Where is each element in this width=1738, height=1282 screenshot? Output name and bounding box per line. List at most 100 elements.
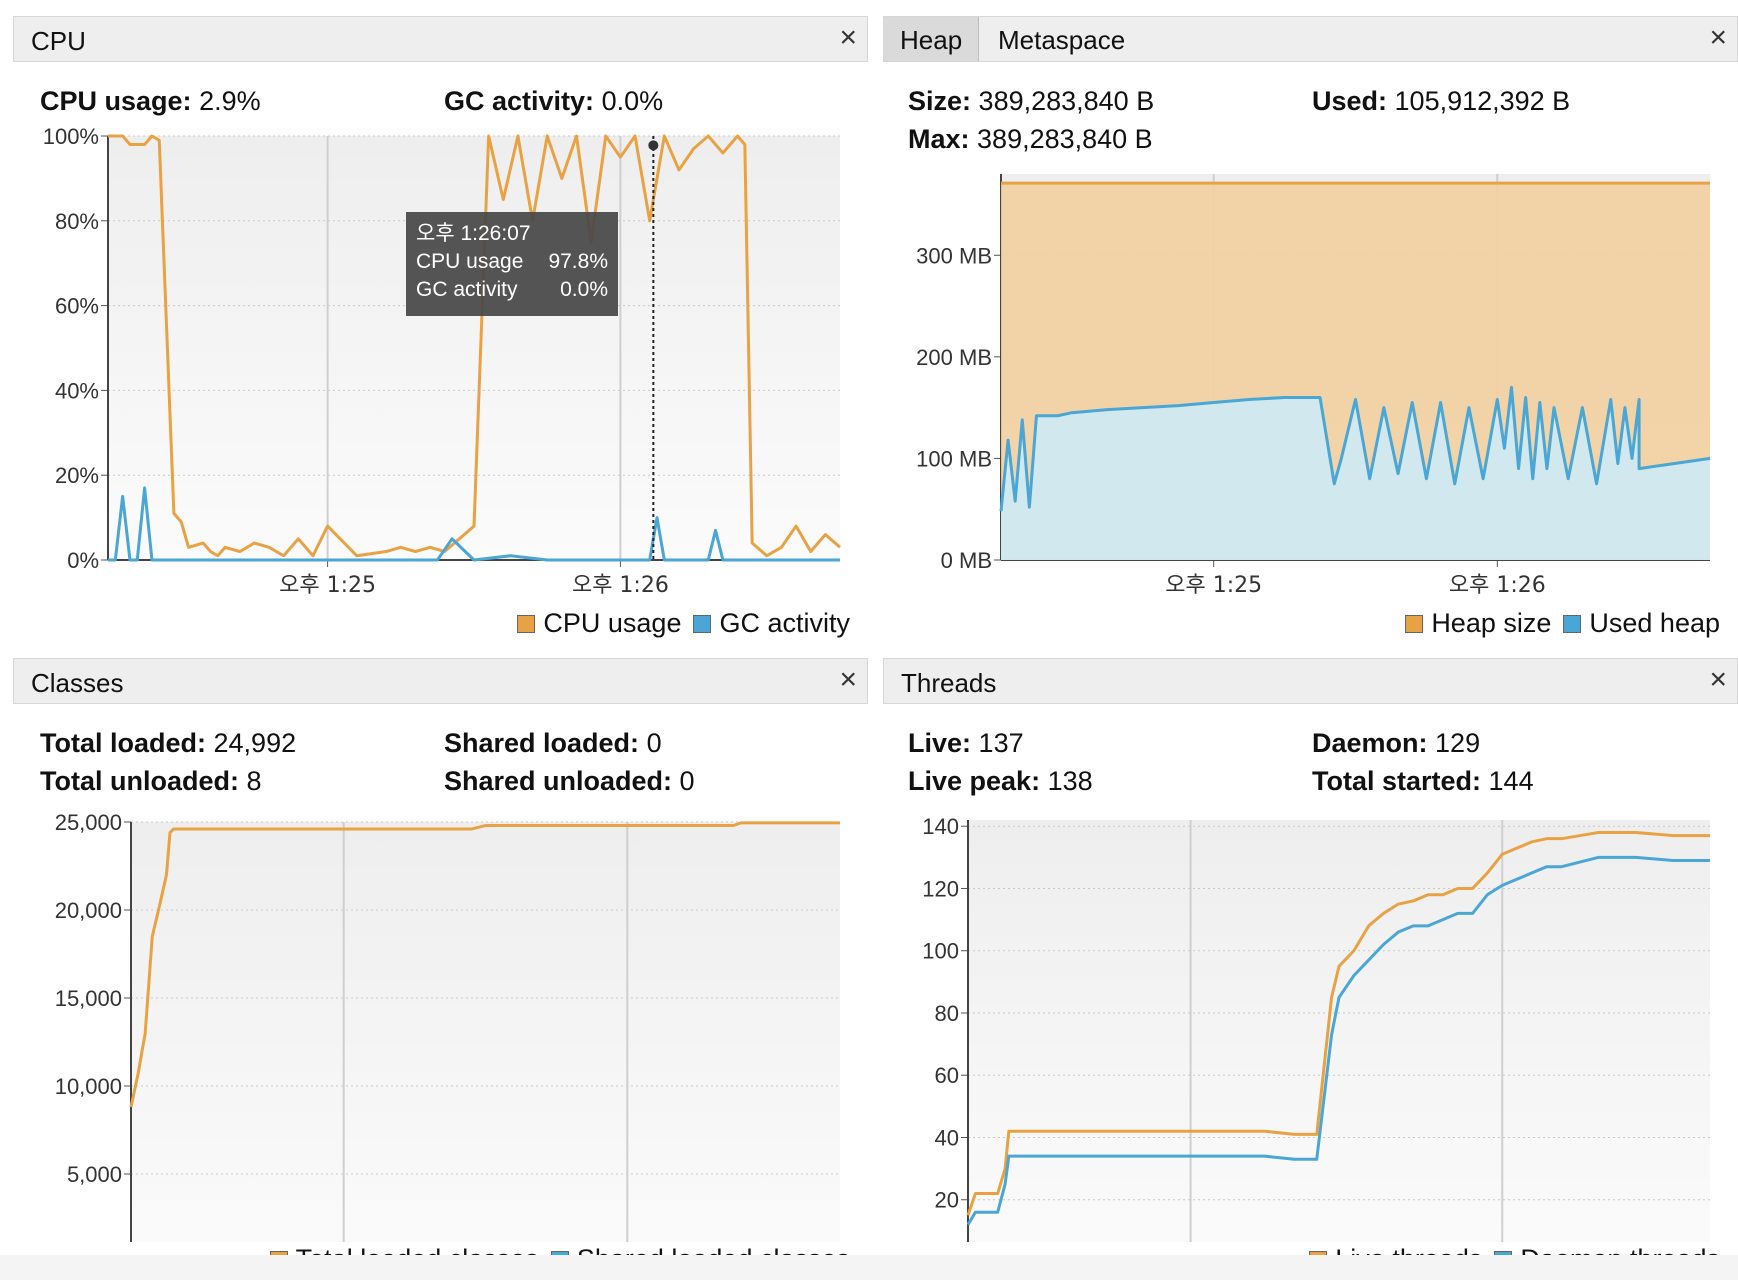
y-tick-label: 0%	[67, 548, 99, 573]
total-loaded-stat: Total loaded: 24,992	[40, 728, 296, 759]
tooltip-label: GC activity	[416, 278, 518, 301]
window-bottom-strip	[0, 1255, 1738, 1280]
total-started-stat: Total started: 144	[1312, 766, 1534, 797]
y-tick-label: 60	[935, 1063, 959, 1088]
close-icon[interactable]: ×	[839, 663, 857, 696]
stat-value: 0	[646, 728, 662, 758]
stat-label: Total unloaded:	[40, 766, 239, 796]
close-icon[interactable]: ×	[1709, 663, 1727, 696]
stat-label: Total loaded:	[40, 728, 206, 758]
y-tick-label: 200 MB	[916, 345, 992, 370]
stat-value: 24,992	[213, 728, 297, 758]
tooltip-row: CPU usage 97.8%	[416, 248, 608, 276]
tooltip-value: 0.0%	[560, 278, 608, 301]
panel-title: Classes	[31, 668, 124, 698]
y-tick-label: 20	[935, 1188, 959, 1213]
classes-panel: Classes × Total loaded: 24,992 Shared lo…	[0, 642, 870, 1282]
cpu-panel-header: CPU ×	[13, 16, 868, 62]
y-tick-label: 0 MB	[941, 548, 992, 573]
stat-label: Size:	[908, 86, 972, 116]
close-icon[interactable]: ×	[839, 21, 857, 54]
heap-chart[interactable]: 0 MB 100 MB 200 MB 300 MB 오후 1:25 오후 1:26	[870, 0, 1738, 600]
close-icon[interactable]: ×	[1709, 21, 1727, 54]
stat-label: Shared loaded:	[444, 728, 640, 758]
plot-background	[131, 822, 840, 1242]
stat-label: GC activity:	[444, 86, 595, 116]
legend-label: Heap size	[1431, 608, 1552, 638]
gc-activity-stat: GC activity: 0.0%	[444, 86, 663, 117]
stat-label: Live:	[908, 728, 972, 758]
stat-value: 8	[246, 766, 262, 796]
legend-swatch	[693, 614, 712, 633]
series-line-live-threads	[966, 830, 1710, 1216]
heap-panel-header: Heap Metaspace ×	[883, 16, 1738, 62]
y-tick-label: 140	[922, 814, 959, 839]
live-peak-stat: Live peak: 138	[908, 766, 1093, 797]
chart-tooltip: 오후 1:26:07 CPU usage 97.8% GC activity 0.0…	[406, 212, 618, 316]
y-tick-label: 40%	[55, 378, 99, 403]
threads-panel: Threads × Live: 137 Daemon: 129 Live pea…	[870, 642, 1738, 1282]
y-tick-label: 120	[922, 876, 959, 901]
stat-label: Shared unloaded:	[444, 766, 673, 796]
stat-label: Max:	[908, 124, 970, 154]
tooltip-value: 97.8%	[548, 250, 608, 273]
stat-value: 105,912,392 B	[1394, 86, 1571, 116]
heap-legend: Heap size Used heap	[1393, 608, 1720, 639]
stat-value: 138	[1047, 766, 1093, 796]
tooltip-time: 오후 1:26:07	[416, 222, 531, 245]
tooltip-row: GC activity 0.0%	[416, 276, 608, 304]
stat-value: 0	[679, 766, 695, 796]
panel-title: CPU	[31, 26, 86, 56]
y-tick-label: 40	[935, 1125, 959, 1150]
series-area-used-heap	[1001, 387, 1710, 560]
stat-value: 2.9%	[199, 86, 261, 116]
threads-panel-header: Threads ×	[883, 658, 1738, 704]
legend-swatch	[517, 614, 536, 633]
heap-used-stat: Used: 105,912,392 B	[1312, 86, 1570, 117]
tab-metaspace[interactable]: Metaspace	[998, 25, 1126, 55]
heap-size-stat: Size: 389,283,840 B	[908, 86, 1154, 117]
shared-loaded-stat: Shared loaded: 0	[444, 728, 662, 759]
y-tick-label: 80	[935, 1001, 959, 1026]
tab-heap[interactable]: Heap	[884, 17, 980, 61]
stat-value: 389,283,840 B	[978, 86, 1155, 116]
daemon-stat: Daemon: 129	[1312, 728, 1480, 759]
stat-value: 0.0%	[601, 86, 664, 116]
panel-title: Threads	[901, 668, 997, 698]
y-tick-label: 25,000	[55, 810, 122, 835]
legend-label: GC activity	[719, 608, 850, 638]
cpu-panel: CPU × CPU usage: 2.9% GC activity: 0.0% …	[0, 0, 870, 640]
y-tick-label: 80%	[55, 209, 99, 234]
y-tick-label: 20%	[55, 463, 99, 488]
x-tick-label: 오후 1:25	[1165, 573, 1262, 598]
heap-max-stat: Max: 389,283,840 B	[908, 124, 1153, 155]
y-tick-label: 100	[922, 939, 959, 964]
x-tick-label: 오후 1:26	[572, 573, 669, 598]
heap-panel: Heap Metaspace × Size: 389,283,840 B Use…	[870, 0, 1738, 640]
tooltip-label: CPU usage	[416, 250, 524, 273]
x-tick-label: 오후 1:26	[1449, 573, 1546, 598]
cpu-legend: CPU usage GC activity	[505, 608, 850, 639]
series-line-cpu-usage	[108, 134, 841, 558]
legend-swatch	[1563, 614, 1582, 633]
legend-label: Used heap	[1589, 608, 1720, 638]
series-line-daemon-threads	[966, 855, 1710, 1226]
y-tick-label: 100 MB	[916, 446, 992, 471]
cursor-point	[648, 140, 659, 151]
y-tick-label: 5,000	[67, 1162, 122, 1187]
live-stat: Live: 137	[908, 728, 1024, 759]
stat-value: 144	[1488, 766, 1534, 796]
stat-value: 129	[1435, 728, 1481, 758]
y-tick-label: 20,000	[55, 898, 122, 923]
plot-background	[968, 820, 1710, 1242]
stat-value: 137	[978, 728, 1024, 758]
stat-label: Daemon:	[1312, 728, 1428, 758]
y-tick-label: 300 MB	[916, 243, 992, 268]
stat-label: Live peak:	[908, 766, 1041, 796]
cpu-chart[interactable]: 0% 20% 40% 60% 80% 100% 오후 1:25 오후 1:26	[0, 0, 870, 600]
series-line-gc-activity	[108, 486, 840, 562]
y-tick-label: 60%	[55, 294, 99, 319]
legend-label: CPU usage	[543, 608, 682, 638]
